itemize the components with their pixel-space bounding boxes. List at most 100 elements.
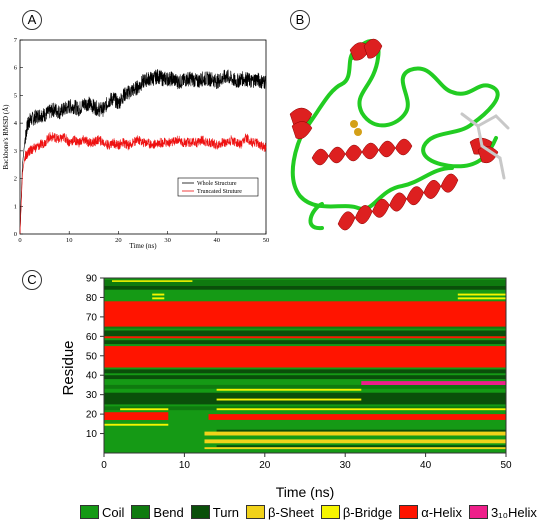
x-tick-label: 10 [66,237,73,244]
helix-bottom [337,173,459,231]
panel-label-a: A [22,10,42,30]
legend-item-bend: Bend [131,504,184,520]
rmsd-x-axis-label: Time (ns) [129,242,157,250]
panel-label-b: B [290,10,310,30]
legend-label: Bend [153,504,184,520]
dssp-legend: Coil Bend Turn β-Sheet β-Bridge α-Helix … [80,502,537,522]
y-tick-label: 60 [86,332,98,343]
legend-item-coil: Coil [80,505,124,520]
rmsd-chart: 0 10 20 30 40 50 0 1 2 3 4 5 6 7 Time (ns) Backbone's… [2,37,270,250]
y-tick-label: 30 [86,390,98,401]
helix-left [289,107,313,140]
helix-turn [311,148,329,166]
x-tick-label: 20 [259,460,271,471]
rmsd-legend: Whole Structure Truncated Struture [177,177,259,197]
dssp-band [216,388,362,391]
dssp-band [104,340,506,345]
x-tick-label: 10 [179,460,191,471]
y-tick-label: 5 [14,92,17,99]
legend-swatch [468,505,488,519]
dssp-band [104,324,506,329]
y-tick-label: 50 [86,351,98,362]
legend-swatch [399,505,419,519]
helix-turn [378,140,396,158]
y-tick-label: 20 [86,410,98,421]
dssp-band [104,384,506,389]
x-tick-label: 40 [214,237,221,244]
dssp-band [104,412,169,420]
legend-swatch [320,505,340,519]
y-tick-label: 3 [14,148,17,155]
dssp-x-axis-label: Time (ns) [276,484,335,500]
legend-item-beta-sheet: β-Sheet [246,505,314,520]
y-tick-label: 70 [86,312,98,323]
helix-top [349,38,383,61]
dssp-band [104,346,506,368]
rmsd-y-axis-label: Backbone's RMSD (Å) [2,104,10,170]
dssp-band [104,423,169,426]
ligand-sticks [460,112,510,180]
dssp-band [216,445,506,448]
y-tick-label: 40 [86,371,98,382]
dssp-band [152,297,165,300]
legend-label-whole: Whole Structure [197,181,237,187]
helix-turn [440,173,459,193]
rmsd-legend-box [177,177,259,197]
dssp-band [457,297,506,300]
legend-label: Coil [102,504,125,520]
dssp-band [208,414,506,420]
helix-turn [406,186,424,206]
dssp-band [104,392,506,405]
x-tick-label: 40 [420,460,432,471]
dssp-band [104,336,506,339]
series-line-truncated [19,132,267,235]
dssp-band [104,369,506,374]
ion-sphere [354,128,362,136]
dssp-band [120,408,169,411]
protein-structure-image [289,38,510,231]
dssp-band [204,439,506,444]
y-tick-label: 80 [86,293,98,304]
legend-item-310-helix: 3₁₀Helix [468,504,537,520]
dssp-band [104,375,506,380]
legend-label: 3₁₀Helix [490,504,537,520]
legend-swatch [246,505,266,519]
dssp-y-axis-label: Residue [60,340,77,395]
x-tick-label: 50 [263,237,270,244]
dssp-band [204,431,506,436]
loop-backbone [350,39,500,169]
dssp-band [361,381,506,385]
y-tick-label: 10 [86,429,98,440]
rmsd-plot-frame [19,39,267,235]
helix-turn [395,138,413,156]
series-line-whole [19,69,267,235]
x-tick-label: 20 [115,237,122,244]
dssp-band [112,280,193,282]
dssp-band [104,301,506,327]
dssp-band [457,293,506,296]
helix-turn [337,211,356,231]
dssp-band [104,285,506,290]
y-tick-label: 4 [14,120,18,127]
helix-turn [345,144,363,162]
helix-middle [311,138,413,166]
legend-label-truncated: Truncated Struture [197,189,242,195]
dssp-band [216,398,362,401]
dssp-band [204,447,506,450]
dssp-band [104,279,506,286]
dssp-plot-frame [103,277,507,454]
dssp-band [104,330,506,337]
loop-left [298,50,356,138]
dssp-band [216,408,506,411]
dssp-band [104,406,506,411]
x-tick-label: 0 [101,460,107,471]
loop-lower [290,116,454,211]
ion-sphere [350,120,358,128]
x-tick-label: 50 [500,460,512,471]
legend-item-beta-bridge: β-Bridge [320,505,392,520]
legend-item-turn: Turn [190,504,240,520]
y-tick-label: 7 [14,37,18,44]
legend-label: β-Sheet [268,504,314,520]
legend-label: Turn [212,504,240,520]
